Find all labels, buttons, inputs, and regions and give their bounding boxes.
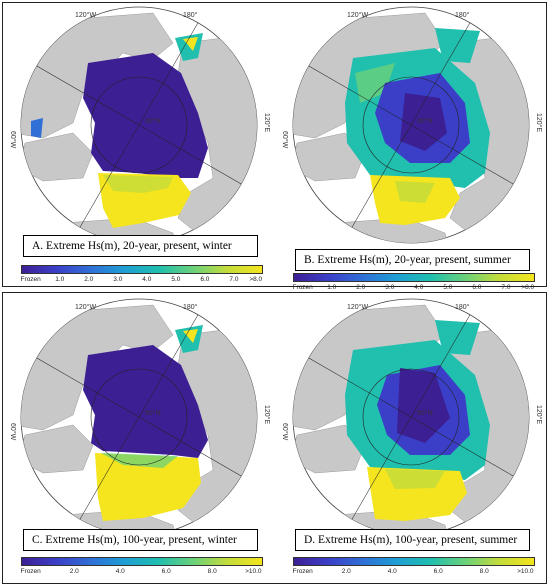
colorbar-tick: 2.0 [341, 568, 351, 575]
land-greenland [293, 132, 366, 182]
latitude-circle [362, 368, 460, 466]
coord-top-right: 180° [455, 303, 470, 311]
panel-c: 60°N 120°W 180° 60°W 120°E C. Extreme Hs… [3, 293, 275, 583]
coord-left: 60°W [9, 131, 17, 149]
map-panel-d: 60°N 120°W 180° 60°W 120°E [281, 298, 543, 536]
coord-right: 120°E [263, 405, 271, 424]
wave-gradient-edge [101, 453, 178, 468]
wave-pacific [435, 320, 480, 355]
colorbar-tick: 3.0 [113, 276, 123, 283]
panel-d: 60°N 120°W 180° 60°W 120°E D. Extreme Hs… [275, 293, 547, 583]
coord-top-left: 120°W [75, 303, 96, 311]
land-greenland [21, 132, 94, 182]
colorbar-tick: 4.0 [142, 276, 152, 283]
colorbar-tick: >10.0 [245, 568, 262, 575]
lat-label: 60°N [145, 117, 161, 125]
map-panel-c: 60°N 120°W 180° 60°W 120°E [9, 298, 271, 536]
colorbar-tick: 5.0 [171, 276, 181, 283]
colorbar-tick: 2.0 [84, 276, 94, 283]
meridian-line [308, 357, 514, 477]
wave-pacific-yellow [183, 37, 198, 51]
wave-atlantic-mix [385, 469, 445, 489]
caption-a: A. Extreme Hs(m), 20-year, present, wint… [23, 235, 258, 257]
meridian-line [36, 357, 242, 477]
map-panel-b: 60°N 120°W 180° 60°W 120°E [281, 6, 543, 244]
colorbar-tick: 5.0 [443, 284, 453, 291]
colorbar-tick: 4.0 [414, 284, 424, 291]
colorbar-tick: 1.0 [55, 276, 65, 283]
coord-top-left: 120°W [75, 11, 96, 19]
wave-pacific [435, 28, 480, 63]
land-greenland [21, 424, 94, 474]
lat-label: 60°N [417, 117, 433, 125]
colorbar-tick: 7.0 [229, 276, 239, 283]
colorbar-gradient [21, 557, 263, 566]
panel-b: 60°N 120°W 180° 60°W 120°E B. Extreme Hs… [275, 3, 547, 291]
colorbar-tick: 1.0 [327, 284, 337, 291]
latitude-circle [90, 368, 188, 466]
top-row-panels: 60°N 120°W 180° 60°W 120°E A. Extreme Hs… [2, 2, 547, 291]
lat-label: 60°N [417, 409, 433, 417]
panel-a: 60°N 120°W 180° 60°W 120°E A. Extreme Hs… [3, 3, 275, 286]
wave-gradient-edge [103, 175, 173, 193]
caption-b: B. Extreme Hs(m), 20-year, present, summ… [295, 249, 530, 271]
coord-top-left: 120°W [347, 11, 368, 19]
wave-atlantic-mix [395, 181, 435, 203]
coord-top-right: 180° [455, 11, 470, 19]
colorbar-tick: Frozen [20, 568, 41, 575]
frozen-arctic [83, 345, 208, 458]
colorbar-tick: 6.0 [472, 284, 482, 291]
coord-left: 60°W [281, 423, 289, 441]
colorbar-tick: 2.0 [69, 568, 79, 575]
coord-left: 60°W [9, 423, 17, 441]
colorbar-tick: 7.0 [501, 284, 511, 291]
coord-top-right: 180° [183, 303, 198, 311]
colorbar-gradient [293, 273, 535, 282]
coord-top-left: 120°W [347, 303, 368, 311]
colorbar-tick: >10.0 [517, 568, 534, 575]
colorbar-tick: >8.0 [249, 276, 263, 283]
meridian-line [36, 65, 242, 185]
colorbar-tick: 2.0 [356, 284, 366, 291]
wave-baffin [31, 118, 43, 138]
wave-pacific-yellow [183, 329, 198, 343]
colorbar-tick: 8.0 [479, 568, 489, 575]
colorbar-tick: 4.0 [115, 568, 125, 575]
frozen-center [397, 368, 450, 443]
colorbar-gradient [293, 557, 535, 566]
colorbar-tick: Frozen [292, 284, 313, 291]
colorbar-tick: 8.0 [207, 568, 217, 575]
coord-right: 120°E [263, 113, 271, 132]
frozen-center [400, 93, 447, 151]
wave-north-atlantic [95, 453, 201, 521]
colorbar-gradient [21, 265, 263, 274]
colorbar-tick: 6.0 [200, 276, 210, 283]
coord-right: 120°E [535, 405, 543, 424]
colorbar-tick: 6.0 [161, 568, 171, 575]
caption-d: D. Extreme Hs(m), 100-year, present, sum… [295, 529, 530, 551]
colorbar-tick: 4.0 [387, 568, 397, 575]
latitude-circle [90, 76, 188, 174]
colorbar-tick: 3.0 [385, 284, 395, 291]
caption-c: C. Extreme Hs(m), 100-year, present, win… [23, 529, 258, 551]
meridian-line [308, 65, 514, 185]
colorbar-tick: 6.0 [433, 568, 443, 575]
land-greenland [293, 424, 366, 474]
coord-left: 60°W [281, 131, 289, 149]
lat-label: 60°N [145, 409, 161, 417]
colorbar-tick: >8.0 [521, 284, 535, 291]
coord-right: 120°E [535, 113, 543, 132]
latitude-circle [362, 76, 460, 174]
colorbar-tick: Frozen [20, 276, 41, 283]
bottom-row-panels: 60°N 120°W 180° 60°W 120°E C. Extreme Hs… [2, 292, 547, 584]
colorbar-tick: Frozen [292, 568, 313, 575]
coord-top-right: 180° [183, 11, 198, 19]
